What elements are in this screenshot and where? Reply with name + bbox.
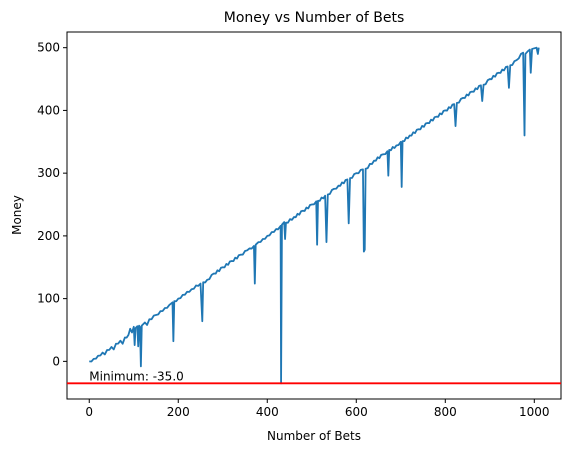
y-tick-label: 500	[37, 41, 60, 55]
x-tick-label: 400	[256, 405, 279, 419]
plot-frame	[66, 31, 562, 400]
series-line-0	[89, 46, 540, 385]
y-axis-label: Money	[10, 195, 24, 235]
x-axis: 0 200 400 600 800 1000	[85, 399, 550, 419]
chart-title: Money vs Number of Bets	[224, 10, 405, 26]
x-axis-label: Number of Bets	[267, 429, 361, 443]
x-tick-label: 800	[434, 405, 457, 419]
y-tick-label: 200	[37, 229, 60, 243]
x-tick-label: 1000	[519, 405, 550, 419]
y-tick-label: 400	[37, 103, 60, 117]
y-tick-label: 0	[52, 354, 60, 368]
plot-area	[89, 46, 540, 385]
x-tick-label: 0	[85, 405, 93, 419]
y-tick-label: 300	[37, 166, 60, 180]
x-tick-label: 600	[345, 405, 368, 419]
minimum-annotation: Minimum: -35.0	[89, 369, 184, 383]
x-tick-label: 200	[167, 405, 190, 419]
y-axis: 0 100 200 300 400 500	[37, 41, 67, 368]
y-tick-label: 100	[37, 292, 60, 306]
